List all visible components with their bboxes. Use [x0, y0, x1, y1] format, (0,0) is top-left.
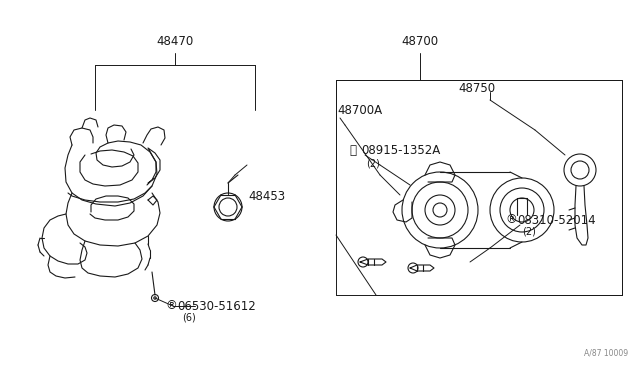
Text: A/87 10009: A/87 10009	[584, 349, 628, 358]
Text: 06530-51612: 06530-51612	[177, 299, 256, 312]
Text: 48453: 48453	[248, 189, 285, 202]
Text: (2): (2)	[522, 227, 536, 237]
Text: Ⓟ: Ⓟ	[349, 144, 356, 157]
Text: (6): (6)	[182, 313, 196, 323]
Text: 48700A: 48700A	[337, 103, 382, 116]
Text: ®: ®	[165, 299, 177, 312]
Text: ®: ®	[505, 214, 516, 227]
Text: 08915-1352A: 08915-1352A	[361, 144, 440, 157]
Text: 48750: 48750	[458, 81, 495, 94]
Circle shape	[154, 297, 156, 299]
Text: 48700: 48700	[401, 35, 438, 48]
Text: 48470: 48470	[156, 35, 194, 48]
Text: 08310-52014: 08310-52014	[517, 214, 596, 227]
Text: (2): (2)	[366, 158, 380, 168]
